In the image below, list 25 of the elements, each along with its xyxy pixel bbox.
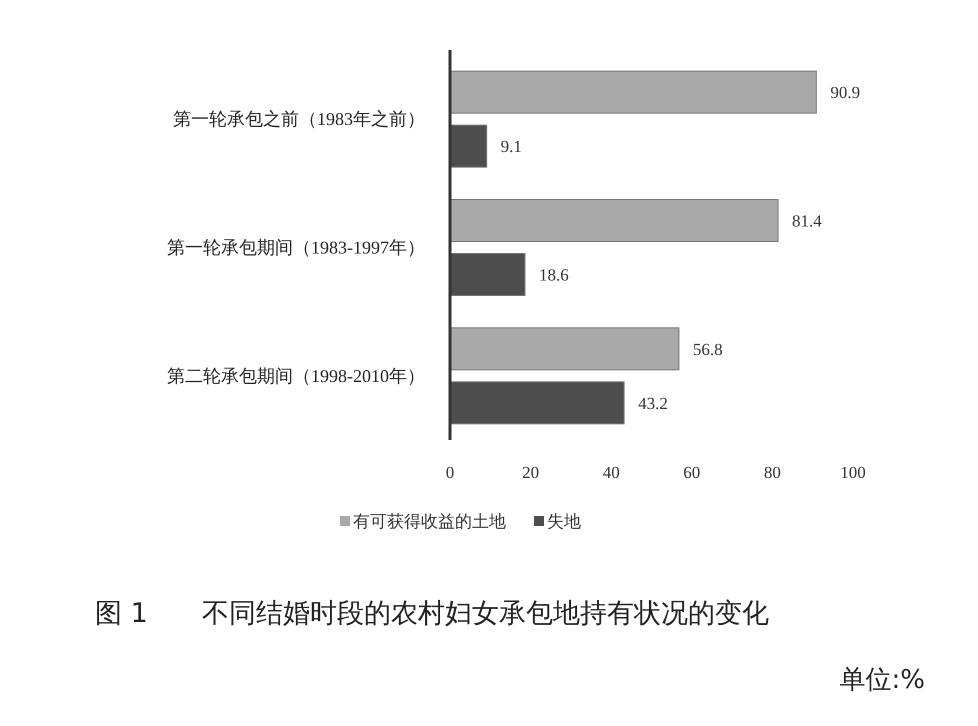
bar <box>450 381 625 424</box>
legend-label: 失地 <box>547 512 581 532</box>
x-tick-label: 20 <box>522 463 540 482</box>
bar <box>450 124 488 168</box>
data-label: 56.8 <box>692 340 723 359</box>
y-tick-label: 第一轮承包之前（1983年之前） <box>173 109 425 130</box>
y-tick-label: 第一轮承包期间（1983-1997年） <box>167 238 425 258</box>
bar <box>450 327 680 370</box>
data-label: 43.2 <box>638 394 668 413</box>
x-tick-label: 0 <box>446 463 454 482</box>
data-label: 81.4 <box>792 212 822 230</box>
legend-label: 有可获得收益的土地 <box>353 512 506 532</box>
bar <box>450 70 817 114</box>
data-label: 90.9 <box>830 83 860 102</box>
x-tick-label: 100 <box>840 463 866 482</box>
y-tick-label: 第二轮承包期间（1998-2010年） <box>167 366 425 386</box>
x-tick-label: 40 <box>602 463 620 482</box>
x-tick-label: 80 <box>764 463 781 482</box>
text: 单位:% <box>840 665 925 695</box>
data-label: 9.1 <box>500 137 522 156</box>
bar <box>450 253 526 296</box>
x-tick-label: 60 <box>683 463 700 482</box>
bar <box>450 199 779 242</box>
text: 图 1 不同结婚时段的农村妇女承包地持有状况的变化 <box>95 598 769 629</box>
data-label: 18.6 <box>538 266 569 284</box>
